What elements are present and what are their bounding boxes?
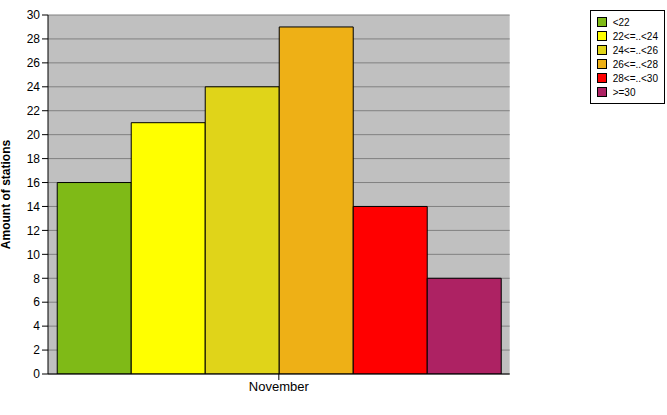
html-text:28<=..<30: 28<=..<30 [612, 72, 658, 84]
svg-text:6: 6 [33, 295, 40, 309]
html-text:26<=..<28: 26<=..<28 [612, 58, 658, 70]
svg-text:24: 24 [27, 80, 41, 94]
svg-text:4: 4 [33, 319, 40, 333]
svg-text:8: 8 [33, 272, 40, 286]
svg-text:November: November [249, 379, 310, 394]
html-text:>=30: >=30 [612, 86, 636, 98]
svg-text:12: 12 [27, 224, 41, 238]
svg-text:30: 30 [27, 8, 41, 22]
svg-text:14: 14 [27, 200, 41, 214]
html-text:<22: <22 [612, 16, 630, 28]
svg-text:28: 28 [27, 32, 41, 46]
svg-text:2: 2 [33, 343, 40, 357]
svg-text:18: 18 [27, 152, 41, 166]
svg-text:Amount of stations: Amount of stations [8, 140, 13, 250]
html-text:22<=..<24: 22<=..<24 [612, 30, 658, 42]
svg-text:10: 10 [27, 248, 41, 262]
svg-text:22: 22 [27, 104, 41, 118]
html-text:24<=..<26: 24<=..<26 [612, 44, 658, 56]
svg-text:16: 16 [27, 176, 41, 190]
svg-text:0: 0 [33, 367, 40, 381]
svg-text:26: 26 [27, 56, 41, 70]
svg-text:20: 20 [27, 128, 41, 142]
